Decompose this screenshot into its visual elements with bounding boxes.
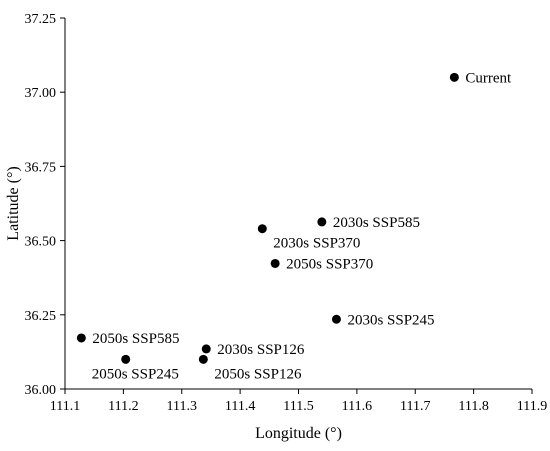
x-tick-label: 111.3: [167, 399, 197, 414]
point-label: Current: [465, 70, 512, 86]
x-tick-label: 111.4: [225, 399, 255, 414]
x-axis-label: Longitude (°): [255, 425, 342, 442]
data-points: Current 2030s SSP585 2030s SSP370 2050s SSP…: [76, 70, 512, 382]
y-tick-label: 37.25: [25, 12, 57, 27]
x-tick-label: 111.5: [283, 399, 313, 414]
x-tick-label: 111.2: [108, 399, 138, 414]
data-point: [76, 333, 86, 343]
y-axis-ticks: 36.00 36.25 36.50 36.75 37.00 37.25: [25, 12, 65, 398]
y-tick-label: 37.00: [25, 86, 57, 101]
x-tick-label: 111.9: [517, 399, 547, 414]
y-tick-label: 36.25: [25, 309, 57, 324]
point-label: 2030s SSP126: [217, 342, 305, 358]
x-tick-label: 111.8: [458, 399, 488, 414]
x-tick-label: 111.1: [50, 399, 80, 414]
point-label: 2050s SSP245: [92, 366, 179, 382]
data-point: [198, 354, 208, 364]
point-label: 2050s SSP585: [92, 331, 179, 347]
data-point: [257, 224, 267, 234]
point-label: 2050s SSP370: [286, 256, 373, 272]
data-point: [449, 72, 459, 82]
x-tick-label: 111.7: [400, 399, 430, 414]
x-axis-ticks: 111.1 111.2 111.3 111.4 111.5 111.6 111.7 111.8…: [50, 389, 547, 414]
data-point: [331, 314, 341, 324]
data-point: [201, 344, 211, 354]
y-tick-label: 36.75: [25, 160, 57, 175]
data-point: [121, 354, 131, 364]
point-label: 2030s SSP585: [333, 215, 420, 231]
y-tick-label: 36.00: [25, 383, 57, 398]
point-label: 2030s SSP245: [347, 312, 434, 328]
point-label: 2030s SSP370: [273, 236, 360, 252]
point-label: 2050s SSP126: [214, 366, 302, 382]
data-point: [270, 258, 280, 268]
y-axis-label: Latitude (°): [5, 166, 22, 240]
x-tick-label: 111.6: [342, 399, 372, 414]
data-point: [317, 217, 327, 227]
y-tick-label: 36.50: [25, 235, 57, 250]
